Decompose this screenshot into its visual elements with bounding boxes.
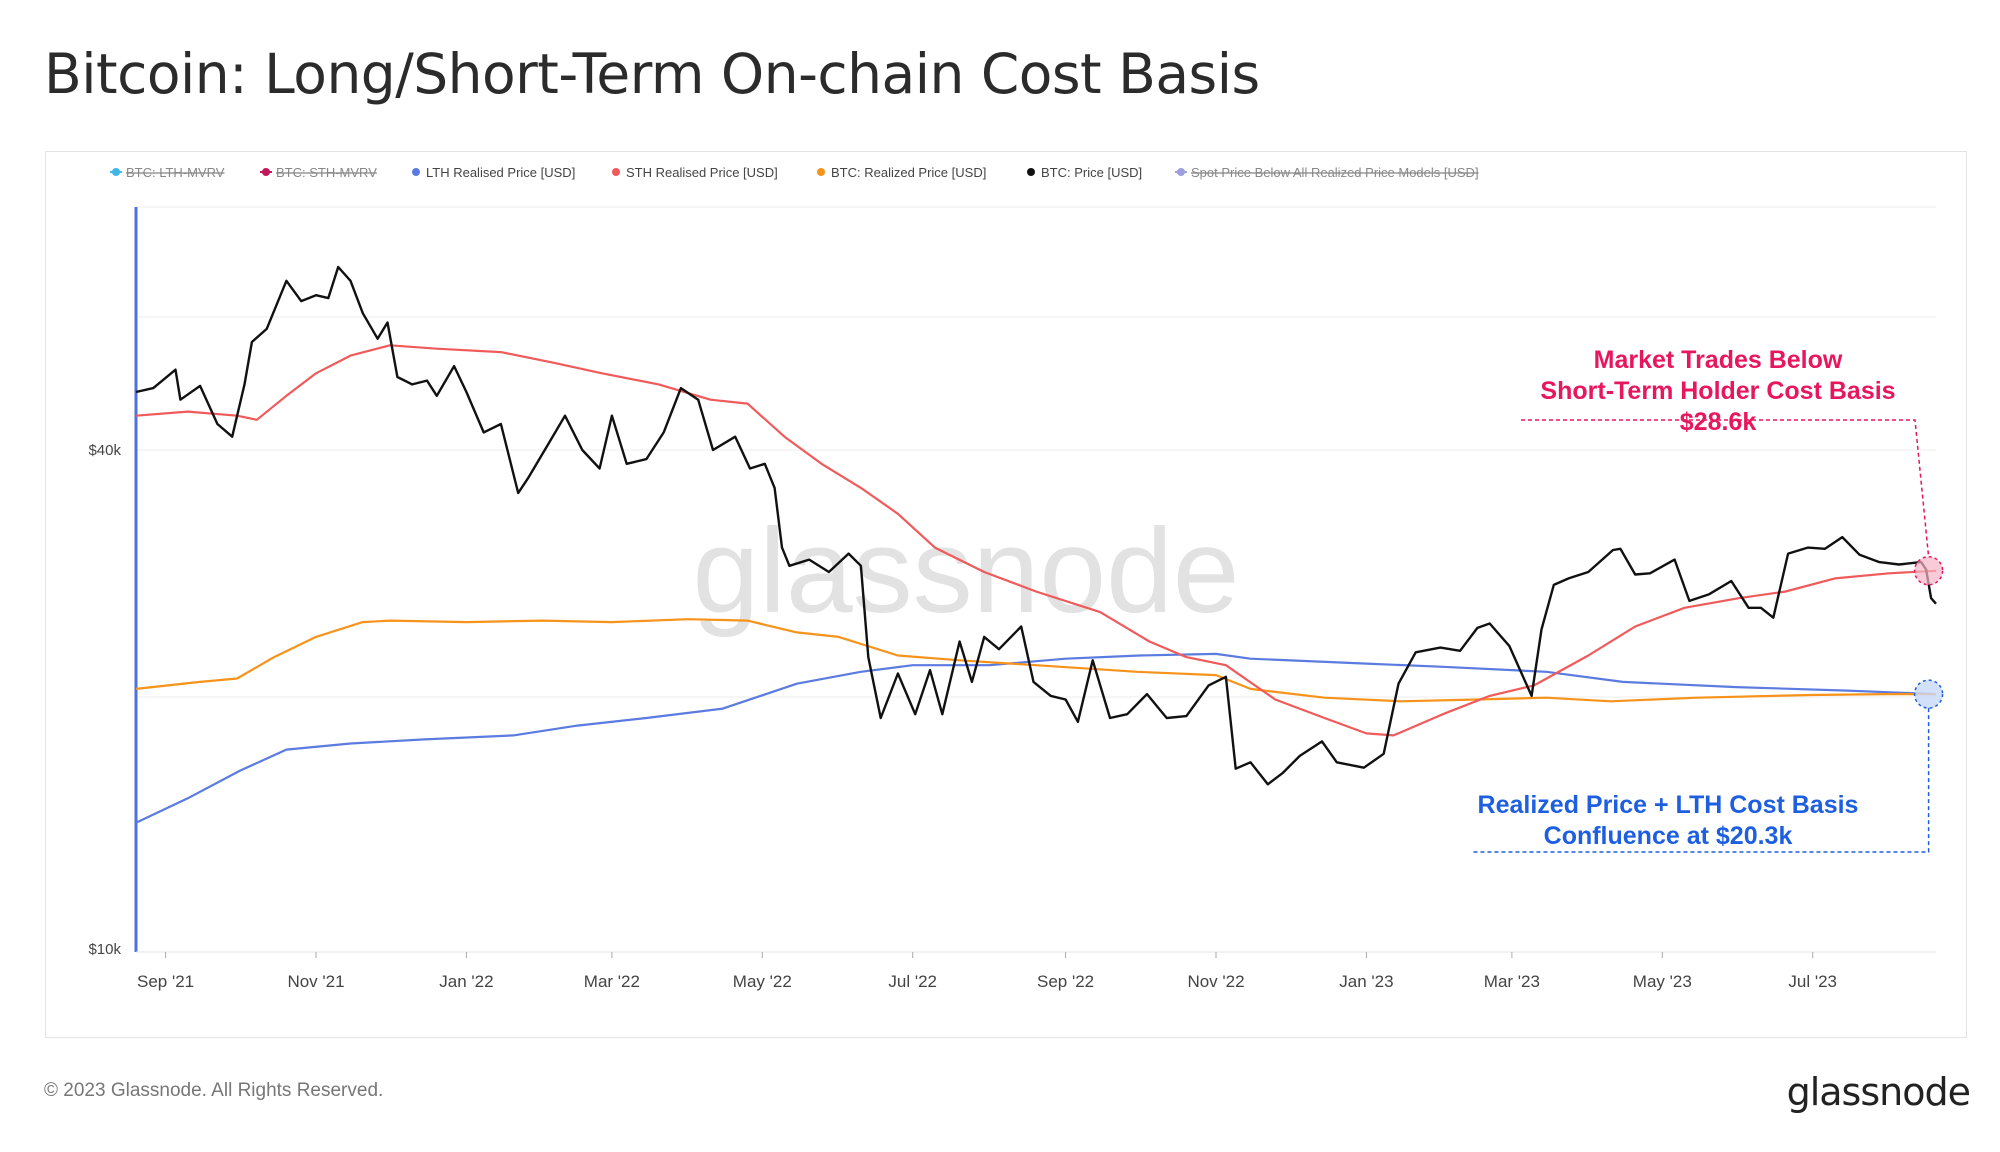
lth-annotation-line: Realized Price + LTH Cost Basis [1478, 791, 1859, 819]
x-tick-label: Jul '22 [888, 972, 937, 991]
legend-dot [817, 168, 825, 176]
sth-annotation-line: Market Trades Below [1594, 346, 1843, 374]
series-line [135, 344, 1937, 737]
copyright-footer: © 2023 Glassnode. All Rights Reserved. [44, 1080, 384, 1101]
sth-annotation-line: Short-Term Holder Cost Basis [1540, 377, 1895, 405]
legend-dot [1177, 168, 1185, 176]
x-tick-label: Nov '21 [287, 972, 344, 991]
lth-annotation-line: Confluence at $20.3k [1544, 822, 1793, 850]
legend-dot [412, 168, 420, 176]
annotations: Market Trades Below Short-Term Holder Cos… [1471, 346, 1944, 853]
series-line [135, 618, 1936, 703]
chart-panel: BTC: LTH-MVRV BTC: STH-MVRV LTH Realised P… [45, 151, 1967, 1038]
sth-leader [1521, 419, 1930, 557]
legend-dot [262, 168, 270, 176]
legend-dot [612, 168, 620, 176]
y-tick-label: $10k [88, 941, 121, 958]
sth-marker [1913, 556, 1944, 586]
y-tick-label: $40k [88, 442, 121, 459]
series-line [135, 265, 1937, 786]
legend-dot [112, 168, 120, 176]
legend-label: STH Realised Price [USD] [626, 165, 778, 180]
lth-marker [1913, 679, 1944, 709]
lth-leader [1471, 708, 1930, 853]
x-tick-label: Jan '23 [1339, 972, 1393, 991]
series-lines [135, 265, 1937, 824]
x-tick-label: Jan '22 [439, 972, 493, 991]
x-tick-label: Mar '22 [584, 972, 640, 991]
x-tick-label: May '22 [733, 972, 792, 991]
legend-label: LTH Realised Price [USD] [426, 165, 575, 180]
x-tick-label: May '23 [1633, 972, 1692, 991]
legend-label: BTC: Realized Price [USD] [831, 165, 986, 180]
legend-label: BTC: LTH-MVRV [126, 165, 225, 180]
watermark: glassnode [692, 504, 1239, 638]
legend-label: Spot Price Below All Realized Price Mode… [1191, 165, 1479, 180]
gridlines [136, 206, 1936, 953]
legend-label: BTC: Price [USD] [1041, 165, 1142, 180]
legend: BTC: LTH-MVRV BTC: STH-MVRV LTH Realised P… [110, 165, 1479, 180]
sth-annotation-line: $28.6k [1680, 408, 1757, 436]
x-tick-labels: Sep '21 Nov '21 Jan '22 Mar '22 May '22 Jul '… [137, 952, 1837, 991]
chart-svg: BTC: LTH-MVRV BTC: STH-MVRV LTH Realised P… [88, 165, 1944, 991]
brand-logo: glassnode [1786, 1070, 1971, 1114]
x-tick-label: Jul '23 [1788, 972, 1837, 991]
legend-label: BTC: STH-MVRV [276, 165, 377, 180]
page-title: Bitcoin: Long/Short-Term On-chain Cost B… [44, 42, 1260, 106]
legend-dot [1027, 168, 1035, 176]
x-tick-label: Sep '21 [137, 972, 194, 991]
y-tick-labels: $40k $10k [88, 442, 121, 958]
x-tick-label: Nov '22 [1187, 972, 1244, 991]
x-tick-label: Sep '22 [1037, 972, 1094, 991]
series-line [135, 652, 1937, 824]
x-tick-label: Mar '23 [1484, 972, 1540, 991]
